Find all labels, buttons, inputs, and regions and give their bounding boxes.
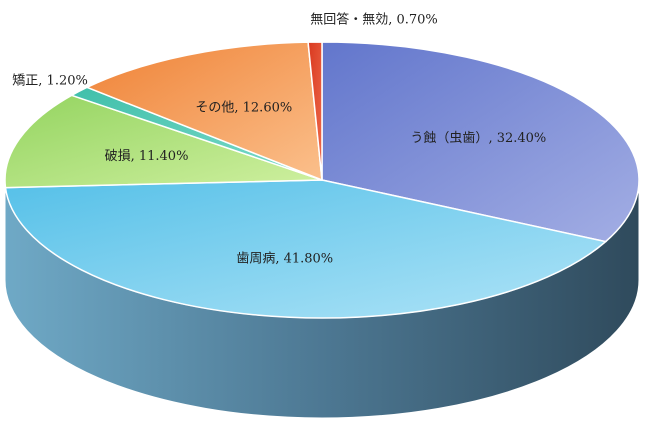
value-label: 0.70%	[396, 12, 437, 27]
value-label: 41.80%	[284, 251, 334, 266]
data-label: う蝕（虫歯）, 32.40%	[410, 130, 546, 145]
category-name: う蝕（虫歯）	[410, 130, 488, 145]
value-label: 12.60%	[243, 100, 293, 115]
label-separator: ,	[388, 12, 396, 27]
label-separator: ,	[275, 251, 283, 266]
category-name: 歯周病	[236, 251, 275, 266]
pie-slice	[4, 94, 323, 189]
label-separator: ,	[38, 73, 46, 88]
pie-slice	[321, 41, 640, 243]
category-name: その他	[195, 100, 234, 115]
category-name: 矯正	[12, 73, 38, 88]
value-label: 11.40%	[139, 149, 189, 164]
data-label: その他, 12.60%	[195, 100, 292, 115]
data-label: 矯正, 1.20%	[12, 73, 88, 88]
category-name: 無回答・無効	[310, 11, 388, 27]
data-label: 破損, 11.40%	[105, 149, 189, 164]
pie-slice	[85, 41, 323, 182]
pie-slice	[307, 41, 323, 181]
value-label: 32.40%	[497, 130, 547, 145]
label-separator: ,	[131, 149, 139, 164]
pie-slice	[4, 179, 608, 319]
value-label: 1.20%	[47, 73, 88, 88]
data-label: 無回答・無効, 0.70%	[310, 11, 438, 27]
data-label: 歯周病, 41.80%	[236, 251, 333, 266]
label-separator: ,	[234, 100, 242, 115]
category-name: 破損	[105, 149, 131, 164]
label-separator: ,	[488, 130, 496, 145]
